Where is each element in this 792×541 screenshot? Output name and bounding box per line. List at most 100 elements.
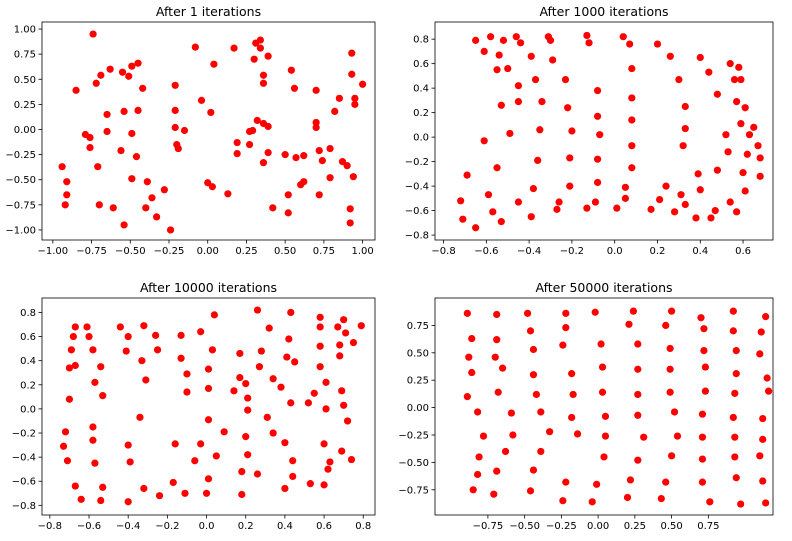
point: [497, 101, 505, 109]
point: [304, 399, 312, 407]
point: [220, 428, 228, 436]
subplot: After 1000 iterations −0.8 −0.6 −0.4 −0.2 0.0…: [405, 4, 774, 257]
point: [459, 215, 467, 223]
point: [316, 363, 324, 371]
point: [568, 370, 576, 378]
point: [634, 411, 642, 419]
point: [197, 328, 205, 336]
x-tick-label: −0.4: [517, 246, 541, 257]
point: [479, 432, 488, 440]
point: [171, 81, 179, 89]
point: [230, 387, 238, 395]
y-tick-label: −0.50: [398, 458, 429, 469]
point: [472, 224, 480, 232]
y-tick-label: 0.25: [407, 376, 429, 387]
point: [204, 365, 213, 373]
point: [331, 107, 339, 116]
point: [601, 432, 610, 440]
point: [764, 387, 773, 395]
point: [480, 47, 488, 55]
point: [160, 186, 168, 194]
point: [287, 308, 295, 317]
point: [729, 413, 737, 422]
point: [315, 191, 323, 199]
point: [569, 390, 577, 399]
point: [463, 309, 471, 317]
point: [269, 204, 277, 212]
point: [713, 90, 721, 98]
point: [593, 178, 602, 187]
point: [99, 483, 107, 491]
point: [555, 198, 563, 206]
point: [493, 336, 501, 344]
x-tick-label: −0.75: [76, 246, 107, 257]
point: [71, 361, 79, 370]
point: [346, 219, 354, 227]
point: [626, 40, 634, 48]
point: [593, 155, 602, 163]
x-tick-label: 0.4: [692, 246, 708, 257]
point: [623, 493, 632, 502]
point: [601, 412, 610, 420]
point: [588, 498, 596, 506]
point: [210, 311, 218, 319]
point: [681, 200, 689, 209]
point: [140, 484, 148, 493]
y-tick-label: −0.2: [405, 157, 429, 168]
point: [626, 476, 635, 484]
point: [306, 480, 314, 488]
point: [177, 354, 185, 362]
point: [171, 440, 179, 448]
point: [136, 413, 144, 421]
point: [670, 208, 679, 216]
point: [281, 484, 289, 493]
point: [180, 126, 189, 135]
point: [583, 31, 591, 40]
point: [593, 480, 601, 488]
point: [171, 106, 179, 115]
point: [662, 182, 670, 190]
point: [191, 457, 199, 465]
point: [546, 428, 554, 436]
point: [629, 307, 637, 315]
point: [593, 112, 602, 120]
point: [233, 138, 241, 147]
point: [468, 368, 476, 377]
point: [732, 474, 740, 482]
point: [692, 214, 700, 222]
point: [245, 127, 254, 136]
point: [628, 116, 636, 124]
point: [253, 306, 262, 314]
x-tick-label: 0.0: [199, 521, 215, 532]
point: [152, 331, 160, 339]
point: [666, 52, 674, 60]
point: [208, 183, 216, 191]
point: [312, 118, 320, 127]
point: [597, 340, 605, 348]
point: [698, 433, 707, 441]
point: [531, 75, 540, 84]
point: [347, 455, 356, 464]
point: [128, 62, 136, 70]
point: [61, 428, 70, 436]
point: [694, 170, 702, 178]
y-tick-label: 0.2: [413, 108, 429, 119]
point: [529, 371, 538, 379]
point: [526, 327, 535, 335]
point: [324, 465, 332, 473]
point: [269, 375, 277, 383]
point: [359, 80, 367, 88]
point: [63, 191, 71, 199]
point: [207, 108, 215, 117]
point: [549, 56, 557, 64]
point: [259, 79, 268, 87]
point: [181, 489, 189, 497]
point: [97, 496, 105, 505]
point: [762, 313, 770, 321]
point: [763, 374, 771, 382]
point: [204, 179, 212, 187]
point: [732, 370, 740, 378]
point: [647, 205, 655, 213]
point: [731, 453, 739, 461]
